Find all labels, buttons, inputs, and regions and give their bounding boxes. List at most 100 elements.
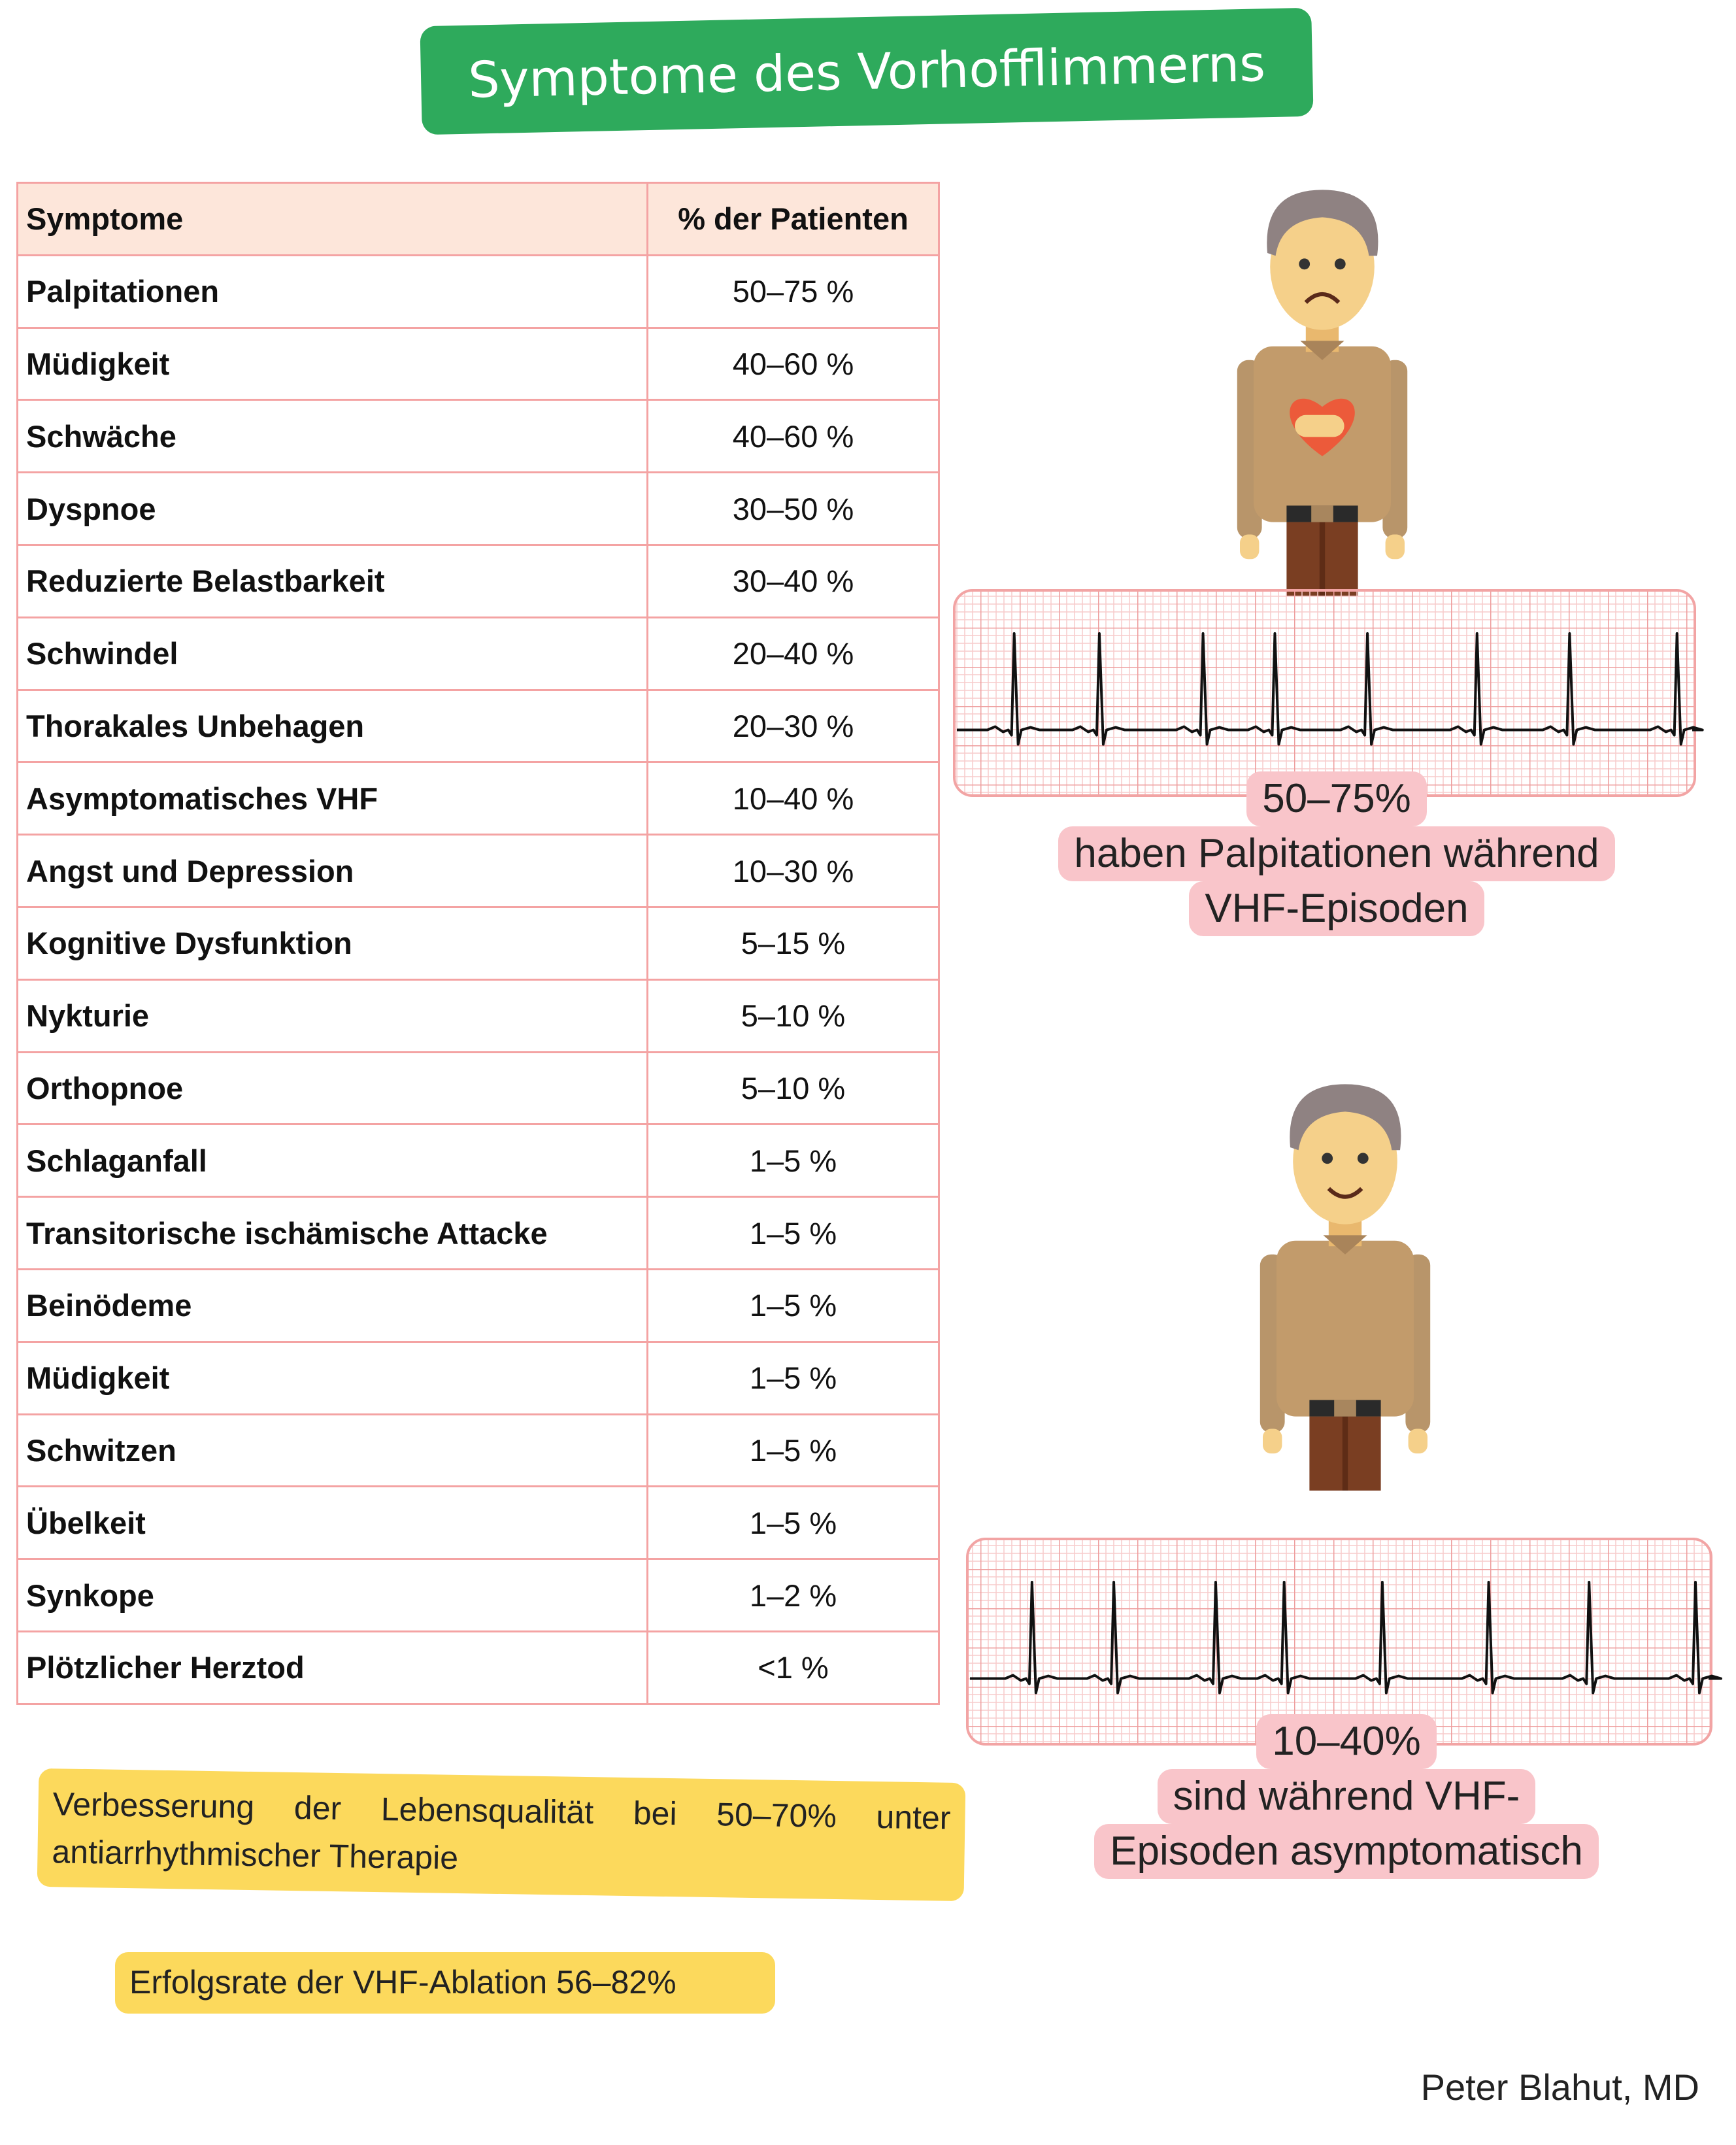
figure-part: [1290, 1084, 1401, 1151]
table-row: Schwitzen 1–5 %: [16, 1413, 940, 1488]
symptom: Synkope: [16, 1558, 648, 1632]
table-row: Plötzlicher Herztod <1 %: [16, 1630, 940, 1705]
callout-line: VHF-Episoden: [1189, 881, 1484, 936]
table-body: Palpitationen 50–75 % Müdigkeit 40–60 % Schw…: [16, 254, 940, 1705]
percentage: 5–10 %: [646, 978, 940, 1053]
percentage: 1–5 %: [646, 1413, 940, 1488]
table-row: Transitorische ischämische Attacke 1–5 %: [16, 1196, 940, 1270]
callout-line: 10–40%: [1256, 1714, 1437, 1769]
symptom: Angst und Depression: [16, 834, 648, 908]
symptom: Nykturie: [16, 978, 648, 1053]
percentage: 10–40 %: [646, 761, 940, 836]
table-row: Müdigkeit 40–60 %: [16, 326, 940, 401]
symptom: Thorakales Unbehagen: [16, 688, 648, 764]
symptom: Übelkeit: [16, 1485, 648, 1561]
symptom: Orthopnoe: [16, 1051, 648, 1126]
figure-part: [1385, 534, 1405, 560]
header-row: Symptome % der Patienten: [16, 182, 940, 256]
percentage: 1–5 %: [646, 1123, 940, 1198]
symptom-table: Symptome % der Patienten Palpitationen 50…: [16, 182, 940, 1705]
figure-part: [1240, 534, 1260, 560]
callout-line: 50–75%: [1246, 771, 1427, 826]
symptom: Dyspnoe: [16, 471, 648, 546]
symptom: Kognitive Dysfunktion: [16, 905, 648, 981]
figure-part: [1299, 258, 1310, 270]
symptom: Beinödeme: [16, 1268, 648, 1343]
callout-line: Episoden asymptomatisch: [1094, 1824, 1599, 1879]
figure-part: [1267, 190, 1378, 256]
table-row: Dyspnoe 30–50 %: [16, 471, 940, 546]
percentage: 1–5 %: [646, 1485, 940, 1561]
author: Peter Blahut, MD: [1420, 2067, 1699, 2108]
symptom: Plötzlicher Herztod: [16, 1630, 648, 1705]
ecg-trace: [970, 1580, 1722, 1695]
percentage: 1–5 %: [646, 1340, 940, 1415]
symptom: Transitorische ischämische Attacke: [16, 1196, 648, 1270]
percentage: 50–75 %: [646, 254, 940, 329]
symptom: Schlaganfall: [16, 1123, 648, 1198]
column-header: % der Patienten: [646, 182, 940, 256]
table-row: Müdigkeit 1–5 %: [16, 1340, 940, 1415]
figure-part: [1327, 1187, 1363, 1199]
table-row: Schwindel 20–40 %: [16, 616, 940, 691]
callout-line: sind während VHF-: [1157, 1769, 1536, 1824]
column-header: Symptome: [16, 182, 648, 256]
ecg-strip: [953, 589, 1696, 797]
percentage: 40–60 %: [646, 399, 940, 474]
table-row: Nykturie 5–10 %: [16, 978, 940, 1053]
percentage: 5–15 %: [646, 905, 940, 981]
symptom: Müdigkeit: [16, 1340, 648, 1415]
symptom: Schwäche: [16, 399, 648, 474]
figure-part: [1300, 341, 1344, 360]
symptom: Schwitzen: [16, 1413, 648, 1488]
note: Verbesserung der Lebensqualität bei 50–7…: [37, 1768, 966, 1902]
table-row: Thorakales Unbehagen 20–30 %: [16, 688, 940, 764]
figure-part: [1277, 1240, 1414, 1417]
table-row: Schlaganfall 1–5 %: [16, 1123, 940, 1198]
title: Symptome des Vorhofflimmerns: [420, 7, 1314, 135]
figure-part: [1311, 505, 1333, 522]
percentage: 20–30 %: [646, 688, 940, 764]
ecg-trace: [957, 632, 1704, 746]
note: Erfolgsrate der VHF-Ablation 56–82%: [115, 1952, 775, 2014]
figure-part: [1323, 1235, 1367, 1255]
figure-part: [1334, 258, 1346, 270]
figure-part: [1319, 514, 1326, 596]
symptom: Reduzierte Belastbarkeit: [16, 543, 648, 618]
figure-part: [1357, 1153, 1369, 1164]
ecg-strip: [966, 1538, 1712, 1746]
table-row: Synkope 1–2 %: [16, 1558, 940, 1632]
table-row: Angst und Depression 10–30 %: [16, 834, 940, 908]
figure-part: [1293, 1098, 1397, 1225]
table-row: Übelkeit 1–5 %: [16, 1485, 940, 1561]
symptom: Asymptomatisches VHF: [16, 761, 648, 836]
symptom: Palpitationen: [16, 254, 648, 329]
figure-part: [1334, 1400, 1356, 1417]
table-row: Kognitive Dysfunktion 5–15 %: [16, 905, 940, 981]
callout: 10–40% sind während VHF- Episoden asymptom…: [1020, 1714, 1673, 1879]
callout: 50–75% haben Palpitationen während VHF-Epi…: [1010, 771, 1663, 936]
symptom: Schwindel: [16, 616, 648, 691]
percentage: 10–30 %: [646, 834, 940, 908]
table-row: Asymptomatisches VHF 10–40 %: [16, 761, 940, 836]
table-row: Schwäche 40–60 %: [16, 399, 940, 474]
percentage: 30–50 %: [646, 471, 940, 546]
percentage: 40–60 %: [646, 326, 940, 401]
percentage: 30–40 %: [646, 543, 940, 618]
percentage: 1–5 %: [646, 1268, 940, 1343]
table-row: Palpitationen 50–75 %: [16, 254, 940, 329]
callout-line: haben Palpitationen während: [1058, 826, 1615, 881]
figure-part: [1342, 1408, 1348, 1491]
figure-part: [1408, 1428, 1427, 1454]
figure-part: [1263, 1428, 1282, 1454]
percentage: 20–40 %: [646, 616, 940, 691]
figure-part: [1322, 1153, 1333, 1164]
percentage: 1–5 %: [646, 1196, 940, 1270]
table-row: Beinödeme 1–5 %: [16, 1268, 940, 1343]
percentage: <1 %: [646, 1630, 940, 1705]
symptom: Müdigkeit: [16, 326, 648, 401]
